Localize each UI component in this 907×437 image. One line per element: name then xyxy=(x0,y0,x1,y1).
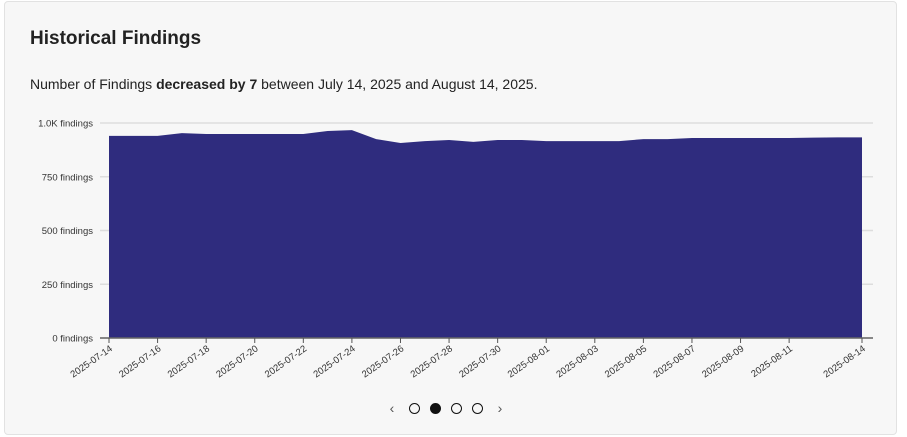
page-dot-1[interactable] xyxy=(409,402,420,414)
x-tick-label: 2025-08-01 xyxy=(506,343,552,380)
y-tick-label: 250 findings xyxy=(42,280,93,291)
x-tick-label: 2025-07-18 xyxy=(166,343,212,380)
findings-summary: Number of Findings decreased by 7 betwee… xyxy=(30,76,537,92)
card-title: Historical Findings xyxy=(30,28,202,49)
x-tick-label: 2025-07-30 xyxy=(457,343,503,380)
y-tick-label: 750 findings xyxy=(42,172,93,183)
x-tick-label: 2025-08-09 xyxy=(700,343,746,380)
x-tick-label: 2025-08-11 xyxy=(749,343,795,379)
y-tick-label: 0 findings xyxy=(52,334,93,345)
x-tick-label: 2025-07-26 xyxy=(360,343,406,380)
x-tick-label: 2025-07-28 xyxy=(409,343,455,380)
findings-area xyxy=(109,130,862,338)
x-tick-label: 2025-08-05 xyxy=(603,343,649,380)
chart-pager: ‹ › xyxy=(385,400,507,416)
x-tick-label: 2025-08-03 xyxy=(554,343,600,380)
x-tick-label: 2025-07-24 xyxy=(311,343,357,380)
page-dot-2[interactable] xyxy=(430,402,441,414)
y-tick-label: 1.0K findings xyxy=(38,119,93,130)
chevron-right-icon[interactable]: › xyxy=(497,400,503,416)
summary-prefix: Number of Findings xyxy=(30,76,157,92)
x-tick-label: 2025-07-16 xyxy=(117,343,163,380)
x-tick-label: 2025-07-22 xyxy=(263,343,309,380)
x-tick-label: 2025-08-07 xyxy=(652,343,698,380)
page-dot-3[interactable] xyxy=(451,402,462,414)
x-tick-label: 2025-08-14 xyxy=(822,343,868,380)
summary-suffix: between July 14, 2025 and August 14, 202… xyxy=(257,76,538,92)
summary-change: decreased by 7 xyxy=(156,76,258,92)
chevron-left-icon[interactable]: ‹ xyxy=(389,400,395,416)
x-tick-label: 2025-07-20 xyxy=(214,343,260,380)
page-dot-4[interactable] xyxy=(472,402,483,414)
x-tick-label: 2025-07-14 xyxy=(69,343,115,380)
y-tick-label: 500 findings xyxy=(42,226,93,237)
